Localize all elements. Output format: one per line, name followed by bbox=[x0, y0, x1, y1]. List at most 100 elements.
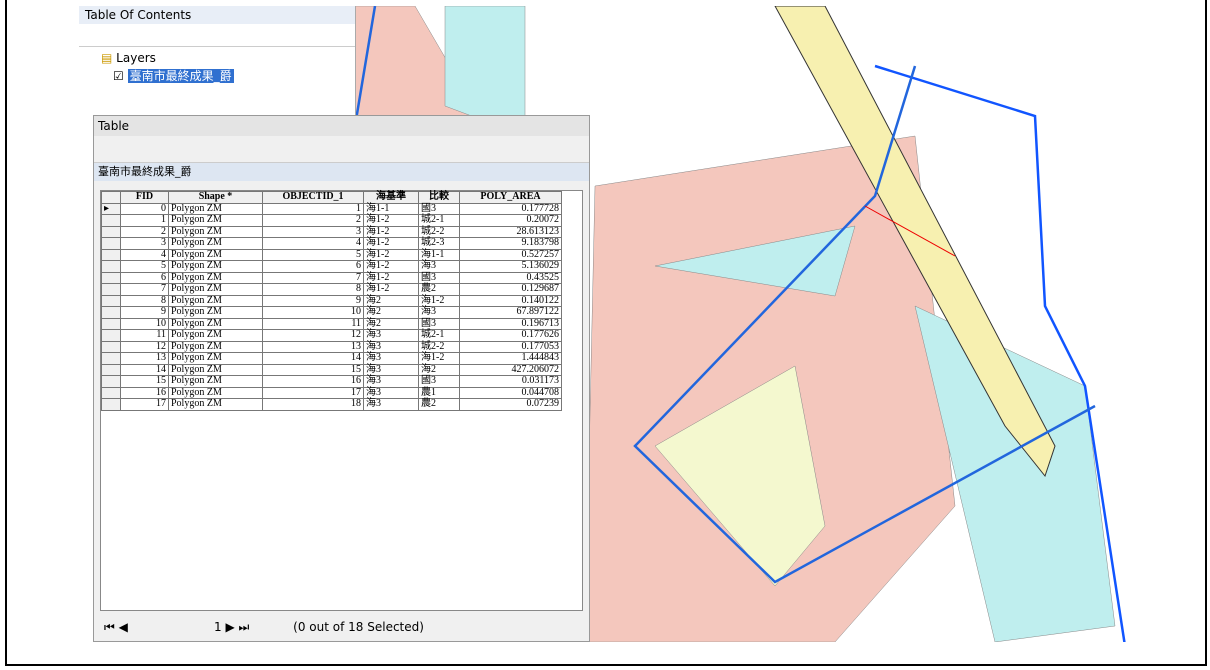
cell: Polygon ZM bbox=[168, 363, 263, 376]
row-header bbox=[101, 294, 121, 307]
cell: 11 bbox=[120, 329, 169, 342]
cell: 海2 bbox=[363, 306, 419, 319]
frame: Table Of Contents ▤ Layers ☑ 臺南市最終成果_爵 T… bbox=[5, 0, 1207, 666]
boundary bbox=[633, 65, 1096, 584]
cell: 海1-2 bbox=[363, 271, 419, 284]
record-number[interactable]: 1 bbox=[214, 620, 222, 634]
table-row: 15 Polygon ZM 16 海3 國3 0.031173 bbox=[101, 375, 562, 388]
row-header bbox=[101, 214, 121, 227]
table-of-contents: Table Of Contents ▤ Layers ☑ 臺南市最終成果_爵 bbox=[79, 6, 356, 126]
cell: 城2-1 bbox=[418, 329, 460, 342]
cell: 農2 bbox=[418, 398, 460, 411]
cell: 10 bbox=[120, 317, 169, 330]
cell: 海1-2 bbox=[363, 283, 419, 296]
cell: 17 bbox=[262, 386, 364, 399]
row-header bbox=[101, 191, 121, 204]
row-header bbox=[101, 375, 121, 388]
table-row: 13 Polygon ZM 14 海3 海1-2 1.444843 bbox=[101, 352, 562, 365]
toc-root[interactable]: ▤ Layers bbox=[101, 51, 156, 65]
cell: 9.183798 bbox=[459, 237, 562, 250]
cell: 海1-2 bbox=[418, 294, 460, 307]
nav[interactable]: ▶ ⏭ bbox=[225, 620, 250, 634]
cell: Polygon ZM bbox=[168, 260, 263, 273]
cell: 67.897122 bbox=[459, 306, 562, 319]
polygon bbox=[914, 305, 1116, 642]
row-header bbox=[101, 398, 121, 411]
attribute-table: FID Shape * OBJECTID_1 海基準 比較 POLY_AREA ▸ 0 Poly… bbox=[101, 191, 562, 411]
table-row: 17 Polygon ZM 18 海3 農2 0.07239 bbox=[101, 398, 562, 411]
row-header bbox=[101, 283, 121, 296]
cell: 14 bbox=[262, 352, 364, 365]
cell: 13 bbox=[120, 352, 169, 365]
cell: 12 bbox=[120, 340, 169, 353]
row-header bbox=[101, 317, 121, 330]
table-window: Table 臺南市最終成果_爵 FID Shape * OBJECTID_1 海基準比… bbox=[93, 115, 590, 642]
toc-layer-label[interactable]: 臺南市最終成果_爵 bbox=[127, 69, 234, 83]
cell: 1.444843 bbox=[459, 352, 562, 365]
cell: 農1 bbox=[418, 386, 460, 399]
cell: Polygon ZM bbox=[168, 237, 263, 250]
cell: 海1-2 bbox=[363, 260, 419, 273]
cell: 2 bbox=[120, 225, 169, 238]
cell: 城2-3 bbox=[418, 237, 460, 250]
table-row: 1 Polygon ZM 2 海1-2 城2-1 0.20072 bbox=[101, 214, 562, 227]
row-header bbox=[101, 225, 121, 238]
cell: 8 bbox=[120, 294, 169, 307]
toc-toolbar bbox=[79, 24, 355, 47]
cell: 海3 bbox=[418, 306, 460, 319]
toc-layer[interactable]: ☑ 臺南市最終成果_爵 bbox=[113, 69, 234, 83]
row-header bbox=[101, 306, 121, 319]
table-tab[interactable]: 臺南市最終成果_爵 bbox=[94, 163, 589, 181]
column-header: FID bbox=[120, 191, 169, 204]
cell: 7 bbox=[120, 283, 169, 296]
table-row: 14 Polygon ZM 15 海3 海2 427.206072 bbox=[101, 363, 562, 376]
table-row: 9 Polygon ZM 10 海2 海3 67.897122 bbox=[101, 306, 562, 319]
cell: 海3 bbox=[363, 352, 419, 365]
selection-edge bbox=[864, 205, 956, 257]
column-header: 比較 bbox=[418, 191, 460, 204]
footer: ⏮ ◀ 1 ▶ ⏭ (0 out of 18 Selected) bbox=[104, 620, 424, 635]
grid: FID Shape * OBJECTID_1 海基準 比較 POLY_AREA ▸ 0 Poly… bbox=[100, 190, 583, 611]
cell: 5 bbox=[262, 248, 364, 261]
toc-root-label[interactable]: Layers bbox=[116, 51, 156, 65]
cell: 國3 bbox=[418, 271, 460, 284]
cell: 16 bbox=[262, 375, 364, 388]
cell: 海1-2 bbox=[363, 225, 419, 238]
cell: 海2 bbox=[363, 294, 419, 307]
table-row: 11 Polygon ZM 12 海3 城2-1 0.177626 bbox=[101, 329, 562, 342]
cell: 海1-2 bbox=[418, 352, 460, 365]
row-header bbox=[101, 363, 121, 376]
cell: 海1-1 bbox=[363, 202, 419, 215]
cell: 13 bbox=[262, 340, 364, 353]
nav[interactable]: ⏮ ◀ bbox=[104, 620, 128, 634]
cell: 1 bbox=[120, 214, 169, 227]
row-header bbox=[101, 329, 121, 342]
table-row: 7 Polygon ZM 8 海1-2 農2 0.129687 bbox=[101, 283, 562, 296]
road bbox=[774, 6, 1056, 478]
row-header bbox=[101, 260, 121, 273]
cell: 17 bbox=[120, 398, 169, 411]
cell: 城2-2 bbox=[418, 225, 460, 238]
row-header: ▸ bbox=[101, 202, 121, 215]
cell: 0.044708 bbox=[459, 386, 562, 399]
window-title: Table bbox=[94, 116, 589, 136]
row-header bbox=[101, 386, 121, 399]
table-row: 4 Polygon ZM 5 海1-2 海1-1 0.527257 bbox=[101, 248, 562, 261]
coastline bbox=[874, 64, 1126, 642]
cell: 18 bbox=[262, 398, 364, 411]
selection-status: (0 out of 18 Selected) bbox=[293, 620, 424, 634]
cell: 0.196713 bbox=[459, 317, 562, 330]
toc-title: Table Of Contents bbox=[79, 6, 355, 24]
cell: 28.613123 bbox=[459, 225, 562, 238]
header-row: FID Shape * OBJECTID_1 海基準 比較 POLY_AREA bbox=[101, 191, 562, 204]
cell: Polygon ZM bbox=[168, 375, 263, 388]
cell: 海3 bbox=[363, 363, 419, 376]
cell: 6 bbox=[120, 271, 169, 284]
cell: 海3 bbox=[363, 375, 419, 388]
cell: 0.177728 bbox=[459, 202, 562, 215]
cell: 國3 bbox=[418, 375, 460, 388]
cell: 3 bbox=[120, 237, 169, 250]
cell: 海3 bbox=[418, 260, 460, 273]
column-header: POLY_AREA bbox=[459, 191, 562, 204]
